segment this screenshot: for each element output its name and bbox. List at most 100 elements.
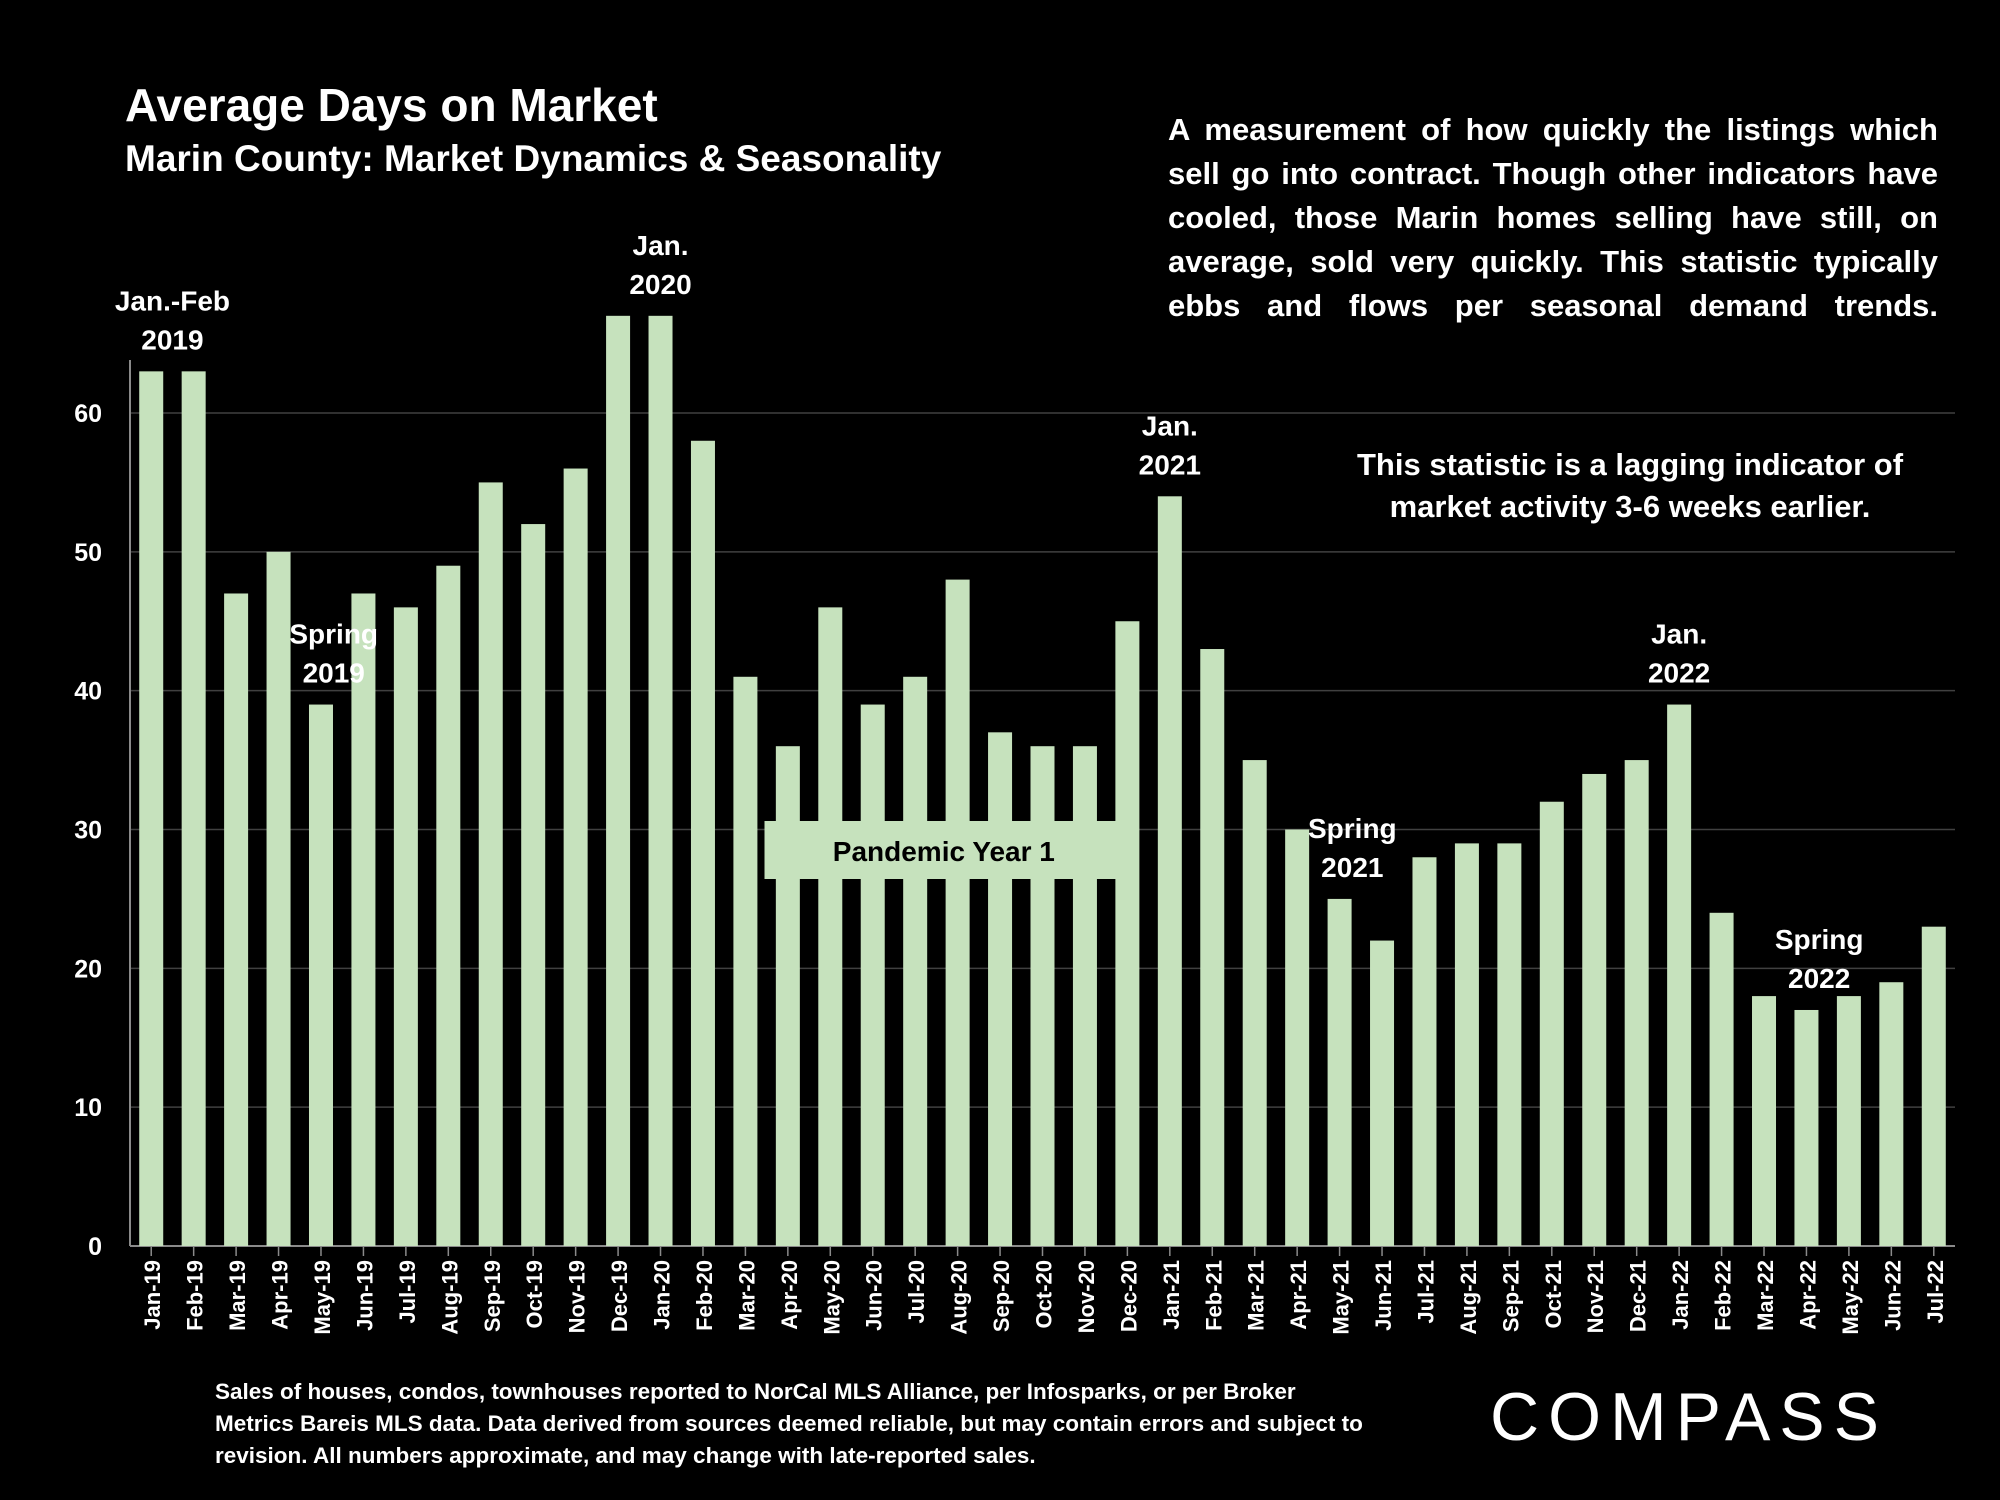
annotation-label: 2020: [629, 269, 691, 300]
bar: [308, 704, 333, 1246]
annotation-label: 2022: [1648, 658, 1710, 689]
x-tick-label: Apr-19: [268, 1260, 293, 1330]
bar: [1327, 898, 1352, 1246]
bar: [139, 371, 164, 1247]
chart-title: Average Days on Market: [125, 79, 658, 131]
x-tick-label: Nov-21: [1583, 1260, 1608, 1333]
bar: [818, 607, 843, 1246]
bar: [1412, 857, 1437, 1246]
bar: [393, 607, 418, 1246]
source-footnote: Sales of houses, condos, townhouses repo…: [215, 1379, 1363, 1468]
annotation-label: Jan.: [633, 230, 689, 261]
bar: [266, 551, 291, 1246]
annotation-label: 2021: [1139, 449, 1201, 480]
x-tick-label: Oct-21: [1541, 1260, 1566, 1328]
bar: [1200, 649, 1225, 1246]
x-tick-label: Nov-19: [565, 1260, 590, 1333]
bar: [563, 468, 588, 1246]
annotation-label: Spring: [1308, 813, 1397, 844]
bar: [860, 704, 885, 1246]
compass-logo: COMPASS: [1490, 1379, 1889, 1455]
x-tick-label: Jan-21: [1159, 1260, 1184, 1330]
bar: [1879, 982, 1904, 1246]
bar: [1157, 496, 1182, 1246]
x-tick-label: Nov-20: [1074, 1260, 1099, 1333]
bar: [648, 315, 673, 1247]
bar: [1285, 829, 1310, 1246]
annotation-label: Spring: [1775, 924, 1864, 955]
annotation-label: Jan.: [1651, 619, 1707, 650]
x-tick-label: May-21: [1329, 1260, 1354, 1335]
bar: [351, 593, 376, 1246]
bar: [1921, 926, 1946, 1246]
annotation-label: 2021: [1321, 852, 1383, 883]
x-tick-label: Feb-19: [183, 1260, 208, 1331]
x-tick-label: Mar-21: [1244, 1260, 1269, 1331]
bar: [945, 579, 970, 1246]
pandemic-year-box: [764, 821, 1124, 879]
y-tick-label: 40: [74, 678, 102, 706]
bar: [1370, 940, 1395, 1246]
y-tick-label: 10: [74, 1094, 102, 1122]
bar: [224, 593, 249, 1246]
bar: [690, 440, 715, 1246]
x-tick-label: Jan-22: [1668, 1260, 1693, 1330]
x-tick-label: Mar-22: [1753, 1260, 1778, 1331]
x-tick-label: Jun-20: [862, 1260, 887, 1331]
bar: [1752, 996, 1777, 1246]
x-tick-label: Mar-19: [225, 1260, 250, 1331]
x-tick-label: Jun-22: [1880, 1260, 1905, 1331]
x-tick-label: Sep-20: [989, 1260, 1014, 1332]
y-tick-label: 30: [74, 817, 102, 845]
bar: [1539, 801, 1564, 1246]
x-tick-label: Feb-20: [692, 1260, 717, 1331]
x-tick-label: Dec-19: [607, 1260, 632, 1332]
x-tick-label: Apr-21: [1286, 1260, 1311, 1330]
x-tick-label: Feb-22: [1711, 1260, 1736, 1331]
x-tick-label: May-20: [819, 1260, 844, 1335]
bar: [1454, 843, 1479, 1246]
lagging-indicator-note: This statistic is a lagging indicator of…: [1356, 447, 1904, 524]
y-tick-label: 20: [74, 955, 102, 983]
x-tick-label: Apr-22: [1795, 1260, 1820, 1330]
bar: [1242, 760, 1267, 1246]
bar: [1115, 621, 1140, 1246]
x-tick-label: Jul-22: [1923, 1260, 1948, 1324]
x-tick-label: Sep-21: [1498, 1260, 1523, 1332]
bar: [988, 732, 1013, 1246]
bar: [1582, 773, 1607, 1246]
bar: [1836, 996, 1861, 1246]
x-tick-label: May-22: [1838, 1260, 1863, 1335]
bar: [1667, 704, 1692, 1246]
y-tick-label: 60: [74, 400, 102, 428]
bar: [1624, 760, 1649, 1246]
bar: [733, 676, 758, 1246]
x-tick-label: Jul-20: [904, 1260, 929, 1324]
bar: [478, 482, 503, 1247]
x-tick-label: Jul-21: [1413, 1260, 1438, 1324]
x-tick-label: Aug-20: [947, 1260, 972, 1335]
x-tick-label: Oct-20: [1032, 1260, 1057, 1328]
x-tick-label: Sep-19: [480, 1260, 505, 1332]
x-tick-label: Jul-19: [395, 1260, 420, 1324]
chart-description: A measurement of how quickly the listing…: [1168, 112, 1938, 323]
x-tick-label: Feb-21: [1201, 1260, 1226, 1331]
x-tick-label: Apr-20: [777, 1260, 802, 1330]
y-tick-label: 0: [88, 1233, 102, 1261]
x-tick-label: Jun-21: [1371, 1260, 1396, 1331]
x-tick-label: Oct-19: [522, 1260, 547, 1328]
x-tick-label: Jun-19: [352, 1260, 377, 1331]
x-tick-label: Aug-19: [437, 1260, 462, 1335]
annotation-label: 2019: [303, 658, 365, 689]
x-tick-label: May-19: [310, 1260, 335, 1335]
x-tick-label: Jan-19: [140, 1260, 165, 1330]
bar: [1794, 1009, 1819, 1246]
bar: [1497, 843, 1522, 1246]
annotation-label: 2019: [141, 324, 203, 355]
annotation-label: Jan.-Feb: [115, 285, 230, 316]
bar: [521, 524, 546, 1246]
annotation-label: Jan.: [1142, 410, 1198, 441]
bar: [181, 371, 206, 1247]
bar: [903, 676, 928, 1246]
